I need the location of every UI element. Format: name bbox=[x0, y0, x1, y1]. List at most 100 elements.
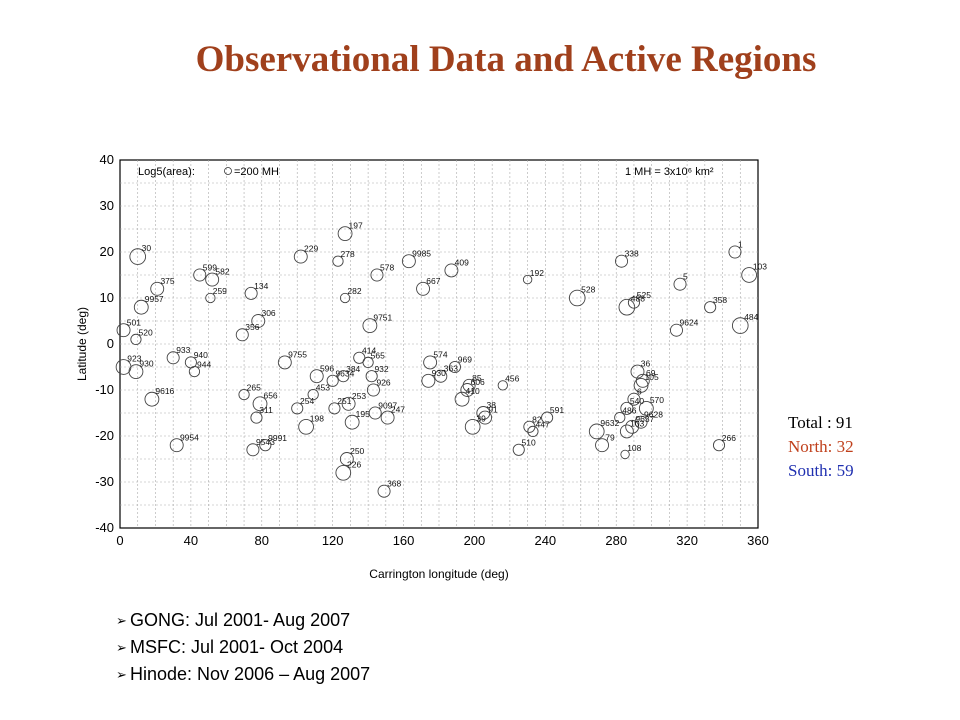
data-point-label: 574 bbox=[433, 350, 447, 360]
data-point-label: 368 bbox=[387, 479, 401, 489]
x-tick-label: 40 bbox=[184, 533, 198, 548]
legend-left-size: =200 MH bbox=[234, 166, 279, 178]
data-point-label: 229 bbox=[304, 244, 318, 254]
y-tick-label: -10 bbox=[95, 382, 114, 397]
data-point-label: 9634 bbox=[335, 368, 354, 378]
north-count: North: 32 bbox=[788, 437, 854, 456]
data-point bbox=[638, 400, 654, 416]
data-point bbox=[291, 402, 304, 415]
data-point bbox=[116, 323, 131, 338]
x-tick-label: 200 bbox=[464, 533, 486, 548]
data-point-label: 278 bbox=[341, 249, 355, 259]
data-point-label: 375 bbox=[160, 276, 174, 286]
list-item-text: MSFC: Jul 2001- Oct 2004 bbox=[130, 637, 344, 657]
data-point bbox=[150, 281, 165, 296]
data-point bbox=[251, 314, 266, 328]
grid-lines bbox=[120, 160, 758, 528]
data-point-label: 520 bbox=[139, 327, 153, 337]
data-point-label: 254 bbox=[300, 396, 314, 406]
data-point bbox=[307, 389, 319, 401]
data-point bbox=[205, 272, 220, 287]
axis-ticks: 0 40 80 120 160 200 240 280 320 360-40-30-20-1001… bbox=[95, 152, 769, 548]
data-point-label: 9985 bbox=[412, 248, 431, 258]
data-point bbox=[166, 351, 180, 365]
data-point-label: 9632 bbox=[600, 418, 619, 428]
data-point bbox=[541, 411, 554, 424]
data-point-label: 565 bbox=[371, 350, 385, 360]
data-point bbox=[337, 226, 353, 242]
data-point-label: 453 bbox=[316, 383, 330, 393]
list-item: ➢ GONG: Jul 2001- Aug 2007 bbox=[116, 607, 370, 634]
data-point bbox=[448, 360, 462, 374]
data-point-label: 525 bbox=[637, 290, 651, 300]
data-point bbox=[568, 289, 586, 307]
data-point bbox=[328, 402, 341, 415]
data-point bbox=[669, 323, 683, 337]
data-point-label: 940 bbox=[194, 350, 208, 360]
data-point bbox=[205, 292, 216, 304]
data-point bbox=[193, 268, 207, 282]
data-point bbox=[460, 383, 475, 397]
data-point bbox=[454, 391, 470, 407]
data-point bbox=[339, 292, 351, 304]
data-point bbox=[634, 415, 648, 429]
data-point-label: 9755 bbox=[288, 350, 307, 360]
data-point-label: 570 bbox=[650, 395, 664, 405]
data-point-label: 9957 bbox=[145, 294, 164, 304]
x-tick-label: 280 bbox=[605, 533, 627, 548]
data-point-label: 488 bbox=[631, 293, 645, 303]
data-point-label: 930 bbox=[432, 368, 446, 378]
x-tick-label: 120 bbox=[322, 533, 344, 548]
list-item-text: GONG: Jul 2001- Aug 2007 bbox=[130, 610, 351, 630]
x-axis-label: Carrington longitude (deg) bbox=[369, 567, 508, 581]
list-item: ➢ Hinode: Nov 2006 – Aug 2007 bbox=[116, 661, 370, 688]
data-point-label: 247 bbox=[391, 405, 405, 415]
data-point bbox=[339, 452, 354, 466]
data-point bbox=[620, 449, 630, 460]
data-point bbox=[615, 254, 629, 268]
data-point bbox=[238, 389, 250, 401]
data-point bbox=[144, 391, 160, 407]
data-point bbox=[627, 296, 640, 309]
data-point-label: 105 bbox=[645, 372, 659, 382]
data-point-label: 501 bbox=[127, 317, 141, 327]
data-point-label: 540 bbox=[630, 396, 644, 406]
data-point-label: 510 bbox=[522, 437, 536, 447]
data-point-label: 69 bbox=[646, 368, 656, 378]
data-point-label: 253 bbox=[352, 391, 366, 401]
data-point bbox=[130, 333, 142, 346]
arrow-bullet-icon: ➢ bbox=[116, 613, 127, 628]
data-point-label: 582 bbox=[215, 267, 229, 277]
list-item-text: Hinode: Nov 2006 – Aug 2007 bbox=[130, 664, 371, 684]
data-point-label: 969 bbox=[458, 355, 472, 365]
x-tick-label: 320 bbox=[676, 533, 698, 548]
data-point-label: 192 bbox=[530, 268, 544, 278]
data-point bbox=[188, 366, 201, 378]
data-point-label: 484 bbox=[744, 312, 758, 322]
data-point bbox=[421, 373, 436, 388]
data-point bbox=[362, 318, 378, 334]
data-point-label: 923 bbox=[127, 354, 141, 364]
data-point-label: 9751 bbox=[373, 312, 392, 322]
data-point-label: 226 bbox=[347, 459, 361, 469]
data-point-label: 363 bbox=[444, 364, 458, 374]
legend-left-label: Log5(area): bbox=[138, 166, 195, 178]
data-point-label: 311 bbox=[259, 405, 273, 415]
data-point bbox=[128, 364, 144, 380]
data-point-label: 134 bbox=[254, 281, 268, 291]
data-point bbox=[366, 383, 380, 397]
data-point-label: 5 bbox=[683, 272, 688, 282]
data-point-label: 9097 bbox=[378, 400, 397, 410]
data-point bbox=[293, 249, 308, 264]
data-point bbox=[244, 286, 258, 300]
data-point bbox=[522, 274, 533, 285]
data-point bbox=[618, 298, 636, 316]
y-tick-label: 0 bbox=[107, 336, 114, 351]
data-point bbox=[416, 281, 430, 296]
data-point-label: 91 bbox=[488, 405, 498, 415]
x-tick-label: 160 bbox=[393, 533, 415, 548]
data-point-label: 338 bbox=[625, 249, 639, 259]
data-point bbox=[614, 412, 626, 424]
legend-circle bbox=[224, 167, 232, 175]
